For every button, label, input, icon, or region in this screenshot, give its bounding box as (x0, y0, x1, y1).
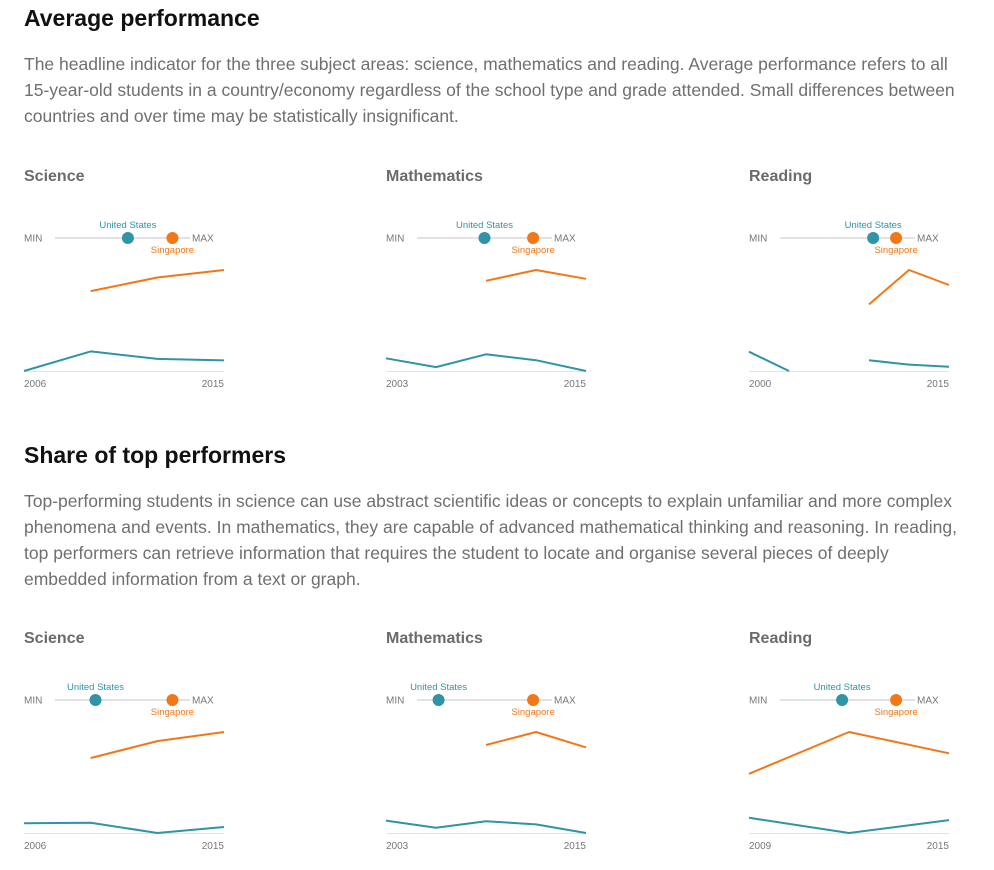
united-states-label: United States (67, 682, 124, 693)
chart-svg: MIN MAX United States Singapore 2006 2015 (23, 220, 225, 390)
min-label: MIN (24, 696, 42, 707)
chart-title: Science (24, 168, 85, 185)
united-states-marker (478, 232, 491, 244)
singapore-line (485, 731, 587, 749)
x-tick-label-start: 2006 (24, 379, 47, 390)
section-description-share-of-top-performers: Top-performing students in science can u… (24, 491, 957, 589)
united-states-label: United States (99, 220, 156, 231)
x-tick-label-end: 2015 (202, 841, 225, 852)
chart-svg: MIN MAX United States Singapore 2009 2015 (748, 682, 950, 852)
united-states-marker (121, 232, 134, 244)
chart-title: Reading (749, 168, 813, 185)
chart-panel: Reading MIN MAX United States Singapore 2009… (748, 630, 989, 870)
min-label: MIN (749, 696, 767, 707)
x-tick-label-start: 2003 (386, 379, 409, 390)
united-states-marker (432, 694, 445, 706)
united-states-label: United States (410, 682, 467, 693)
min-label: MIN (386, 234, 404, 245)
united-states-label: United States (814, 682, 871, 693)
united-states-line (385, 353, 587, 372)
chart-svg: MIN MAX United States Singapore 2003 2015 (385, 220, 587, 390)
max-label: MAX (554, 234, 576, 245)
section-title-average-performance: Average performance (24, 5, 260, 31)
x-tick-label-end: 2015 (564, 841, 587, 852)
chart-svg: MIN MAX United States Singapore 2006 2015 (23, 682, 225, 852)
united-states-line (748, 816, 950, 834)
united-states-line (385, 819, 587, 834)
max-label: MAX (554, 696, 576, 707)
singapore-label: Singapore (151, 245, 194, 256)
max-label: MAX (917, 696, 939, 707)
min-label: MIN (386, 696, 404, 707)
singapore-label: Singapore (874, 707, 917, 718)
max-label: MAX (192, 234, 214, 245)
united-states-line (748, 350, 950, 372)
section-title-share-of-top-performers: Share of top performers (24, 442, 286, 468)
singapore-line (90, 731, 225, 759)
chart-panel: Science MIN MAX United States Singapore 2006… (23, 168, 264, 408)
united-states-label: United States (456, 220, 513, 231)
united-states-marker (867, 232, 880, 244)
x-tick-label-start: 2009 (749, 841, 772, 852)
singapore-line (90, 269, 225, 293)
united-states-marker (836, 694, 849, 706)
singapore-line (868, 269, 950, 306)
chart-panel: Reading MIN MAX United States Singapore 2000… (748, 168, 989, 408)
x-tick-label-start: 2000 (749, 379, 772, 390)
singapore-label: Singapore (511, 707, 554, 718)
min-label: MIN (749, 234, 767, 245)
singapore-marker (166, 232, 179, 244)
united-states-line (23, 350, 225, 372)
max-label: MAX (192, 696, 214, 707)
united-states-line (23, 821, 225, 834)
singapore-label: Singapore (511, 245, 554, 256)
singapore-marker (890, 232, 903, 244)
min-label: MIN (24, 234, 42, 245)
singapore-marker (890, 694, 903, 706)
singapore-marker (166, 694, 179, 706)
singapore-marker (527, 232, 540, 244)
singapore-marker (527, 694, 540, 706)
chart-panel: Science MIN MAX United States Singapore 2006… (23, 630, 264, 870)
chart-title: Mathematics (386, 630, 483, 647)
x-tick-label-end: 2015 (927, 379, 950, 390)
singapore-label: Singapore (151, 707, 194, 718)
united-states-label: United States (845, 220, 902, 231)
chart-svg: MIN MAX United States Singapore 2003 2015 (385, 682, 587, 852)
chart-title: Science (24, 630, 85, 647)
chart-svg: MIN MAX United States Singapore 2000 2015 (748, 220, 950, 390)
x-tick-label-start: 2003 (386, 841, 409, 852)
x-tick-label-end: 2015 (202, 379, 225, 390)
singapore-label: Singapore (874, 245, 917, 256)
section-description-average-performance: The headline indicator for the three sub… (24, 54, 955, 126)
chart-title: Mathematics (386, 168, 483, 185)
max-label: MAX (917, 234, 939, 245)
singapore-line (748, 731, 950, 775)
chart-title: Reading (749, 630, 813, 647)
chart-panel: Mathematics MIN MAX United States Singapore… (385, 168, 626, 408)
x-tick-label-end: 2015 (564, 379, 587, 390)
chart-panel: Mathematics MIN MAX United States Singapore… (385, 630, 626, 870)
united-states-marker (89, 694, 102, 706)
x-tick-label-end: 2015 (927, 841, 950, 852)
x-tick-label-start: 2006 (24, 841, 47, 852)
singapore-line (485, 269, 587, 282)
